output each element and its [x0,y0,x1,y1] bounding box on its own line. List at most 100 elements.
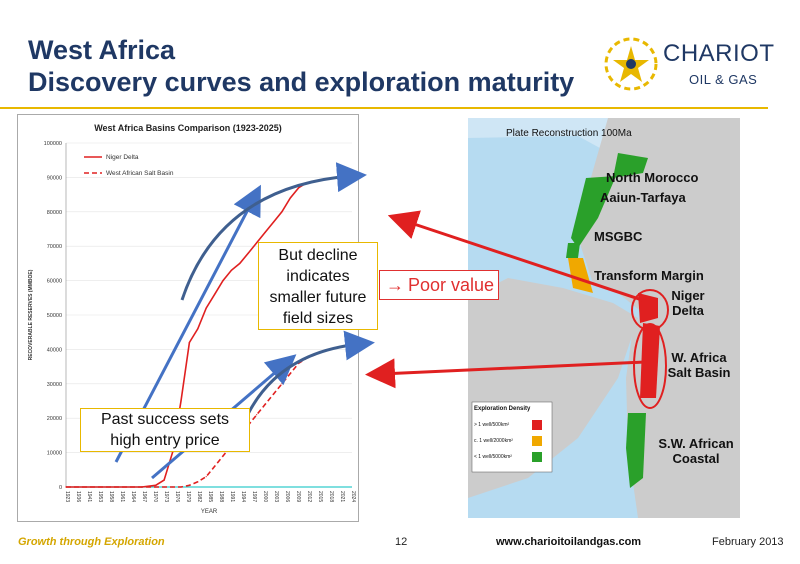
x-tick-label: 1958 [108,491,114,502]
series-point-0 [155,484,157,486]
decline-line-3: smaller future [269,289,367,306]
label-salt-basin: W. Africa Salt Basin [667,350,731,380]
y-tick-label: 90000 [47,175,62,181]
africa-plate [578,118,740,518]
legend-label-0: Niger Delta [106,154,139,161]
x-tick-label: 1985 [207,491,213,502]
label-aaiun-tarfaya: Aaiun-Tarfaya [600,190,686,205]
x-tick-label: 2000 [262,491,268,502]
x-tick-label: 2009 [295,491,301,502]
plate-map: Plate Reconstruction 100Ma North Morocco… [468,118,740,518]
legend-swatch-low [532,452,542,462]
x-tick-label: 2024 [350,491,356,502]
y-tick-label: 100000 [44,141,62,147]
title-line-2: Discovery curves and exploration maturit… [28,67,575,97]
series-point-0 [222,280,224,282]
footer-tagline: Growth through Exploration [18,536,165,548]
footer-date: February 2013 [712,536,784,548]
y-tick-label: 0 [59,485,62,491]
decline-line-1: But decline [278,247,358,264]
legend-swatch-high [532,420,542,430]
density-legend-title: Exploration Density [474,406,531,412]
x-tick-label: 1982 [196,491,202,502]
series-point-1 [214,465,216,467]
logo-brand: CHARIOT [663,40,775,67]
series-point-1 [222,455,224,457]
msgbc-zone [566,243,580,258]
x-tick-label: 2006 [284,491,290,502]
star-logo-icon [604,37,658,91]
niger-delta-zone [638,293,658,323]
y-tick-label: 70000 [47,244,62,250]
x-tick-label: 1970 [152,491,158,502]
y-axis-title: RECOVERABLE RESERVES (MMBOE) [28,269,34,360]
x-tick-label: 1923 [64,491,70,502]
company-logo: CHARIOT OIL & GAS [603,36,793,96]
series-point-0 [180,400,182,402]
x-axis-title: YEAR [201,509,218,515]
x-tick-label: 1994 [240,491,246,502]
series-point-0 [298,187,300,189]
title-line-1: West Africa [28,35,176,65]
series-point-0 [314,180,317,182]
series-point-0 [306,181,308,184]
y-tick-label: 10000 [47,451,62,457]
x-tick-label: 1976 [174,491,180,502]
series-point-0 [239,262,241,264]
success-callout: Past success sets high entry price [80,408,250,452]
x-tick-label: 1953 [97,491,103,502]
series-point-1 [163,486,165,488]
series-point-1 [197,481,199,483]
density-legend-high: > 1 well/500km² [474,422,510,428]
series-point-1 [256,414,258,416]
north-morocco-zone [613,153,648,178]
series-point-0 [281,211,283,213]
x-tick-label: 1964 [130,491,136,502]
series-point-0 [289,197,291,199]
series-point-1 [141,486,143,488]
series-point-0 [205,307,207,309]
series-point-0 [163,479,165,481]
label-niger-delta: Niger Delta [671,288,705,318]
series-point-0 [171,452,174,454]
x-tick-label: 2012 [306,491,312,502]
x-tick-label: 2021 [339,491,345,502]
chart-title: West Africa Basins Comparison (1923-2025… [94,123,282,133]
x-tick-label: 1941 [86,491,92,502]
salt-basin-zone [640,323,660,398]
y-tick-label: 40000 [47,347,62,353]
x-tick-label: 1979 [185,491,191,502]
density-legend-low: < 1 well/5000km² [474,454,512,460]
series-point-1 [306,357,308,359]
slide-title: West Africa Discovery curves and explora… [28,34,574,98]
series-point-0 [247,252,249,254]
series-point-1 [264,403,266,406]
x-tick-label: 1967 [141,491,147,502]
series-point-1 [171,486,174,488]
y-tick-label: 80000 [47,210,62,216]
series-point-0 [197,328,199,330]
label-msgbc: MSGBC [594,229,643,244]
series-point-1 [281,383,283,385]
sw-african-coastal-zone [626,413,646,488]
right-arrow-icon: → [386,275,404,295]
series-point-1 [314,353,317,356]
x-tick-label: 1991 [229,491,235,502]
series-point-0 [264,231,266,234]
x-tick-label: 1973 [163,491,169,502]
x-tick-label: 1997 [251,491,257,502]
success-line-1: Past success sets [100,411,230,428]
series-point-1 [272,393,275,395]
x-tick-label: 2015 [317,491,323,502]
y-tick-label: 30000 [47,382,62,388]
series-point-1 [205,476,207,478]
legend-label-1: West African Salt Basin [106,170,174,177]
series-point-1 [155,486,157,488]
series-point-1 [65,486,67,488]
footer-url[interactable]: www.charioitoilandgas.com [496,536,642,548]
label-transform-margin: Transform Margin [594,268,704,283]
map-title: Plate Reconstruction 100Ma [506,128,632,139]
footer-page-number: 12 [395,536,408,548]
y-tick-label: 60000 [47,279,62,285]
success-line-2: high entry price [110,432,220,449]
